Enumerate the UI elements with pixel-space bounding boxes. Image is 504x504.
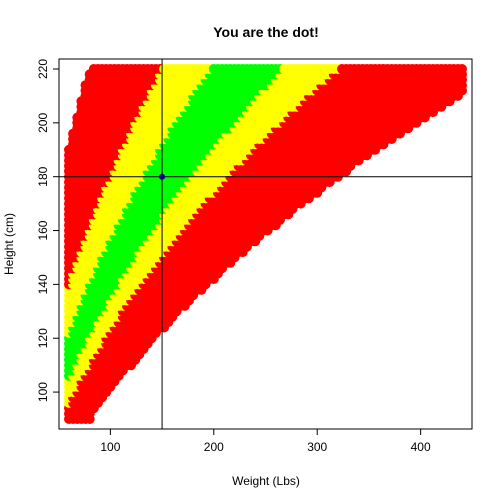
data-point bbox=[457, 64, 467, 74]
y-tick-label: 160 bbox=[36, 220, 50, 240]
y-tick-label: 140 bbox=[36, 274, 50, 294]
chart-title: You are the dot! bbox=[213, 24, 319, 40]
y-axis: 100 120 140 160 180 200 220 bbox=[36, 59, 59, 402]
y-tick-label: 180 bbox=[36, 166, 50, 186]
y-tick-label: 100 bbox=[36, 382, 50, 402]
y-tick-label: 200 bbox=[36, 113, 50, 133]
highlight-dot bbox=[159, 173, 166, 180]
reference-lines bbox=[59, 59, 472, 429]
x-axis: 100 200 300 400 bbox=[100, 428, 431, 454]
y-tick-label: 120 bbox=[36, 328, 50, 348]
x-tick-label: 400 bbox=[411, 440, 431, 454]
x-tick-label: 100 bbox=[100, 440, 120, 454]
y-axis-label: Height (cm) bbox=[2, 213, 16, 275]
data-points bbox=[64, 64, 467, 424]
y-tick-label: 220 bbox=[36, 59, 50, 79]
x-tick-label: 300 bbox=[307, 440, 327, 454]
x-axis-label: Weight (Lbs) bbox=[232, 474, 300, 488]
x-tick-label: 200 bbox=[204, 440, 224, 454]
